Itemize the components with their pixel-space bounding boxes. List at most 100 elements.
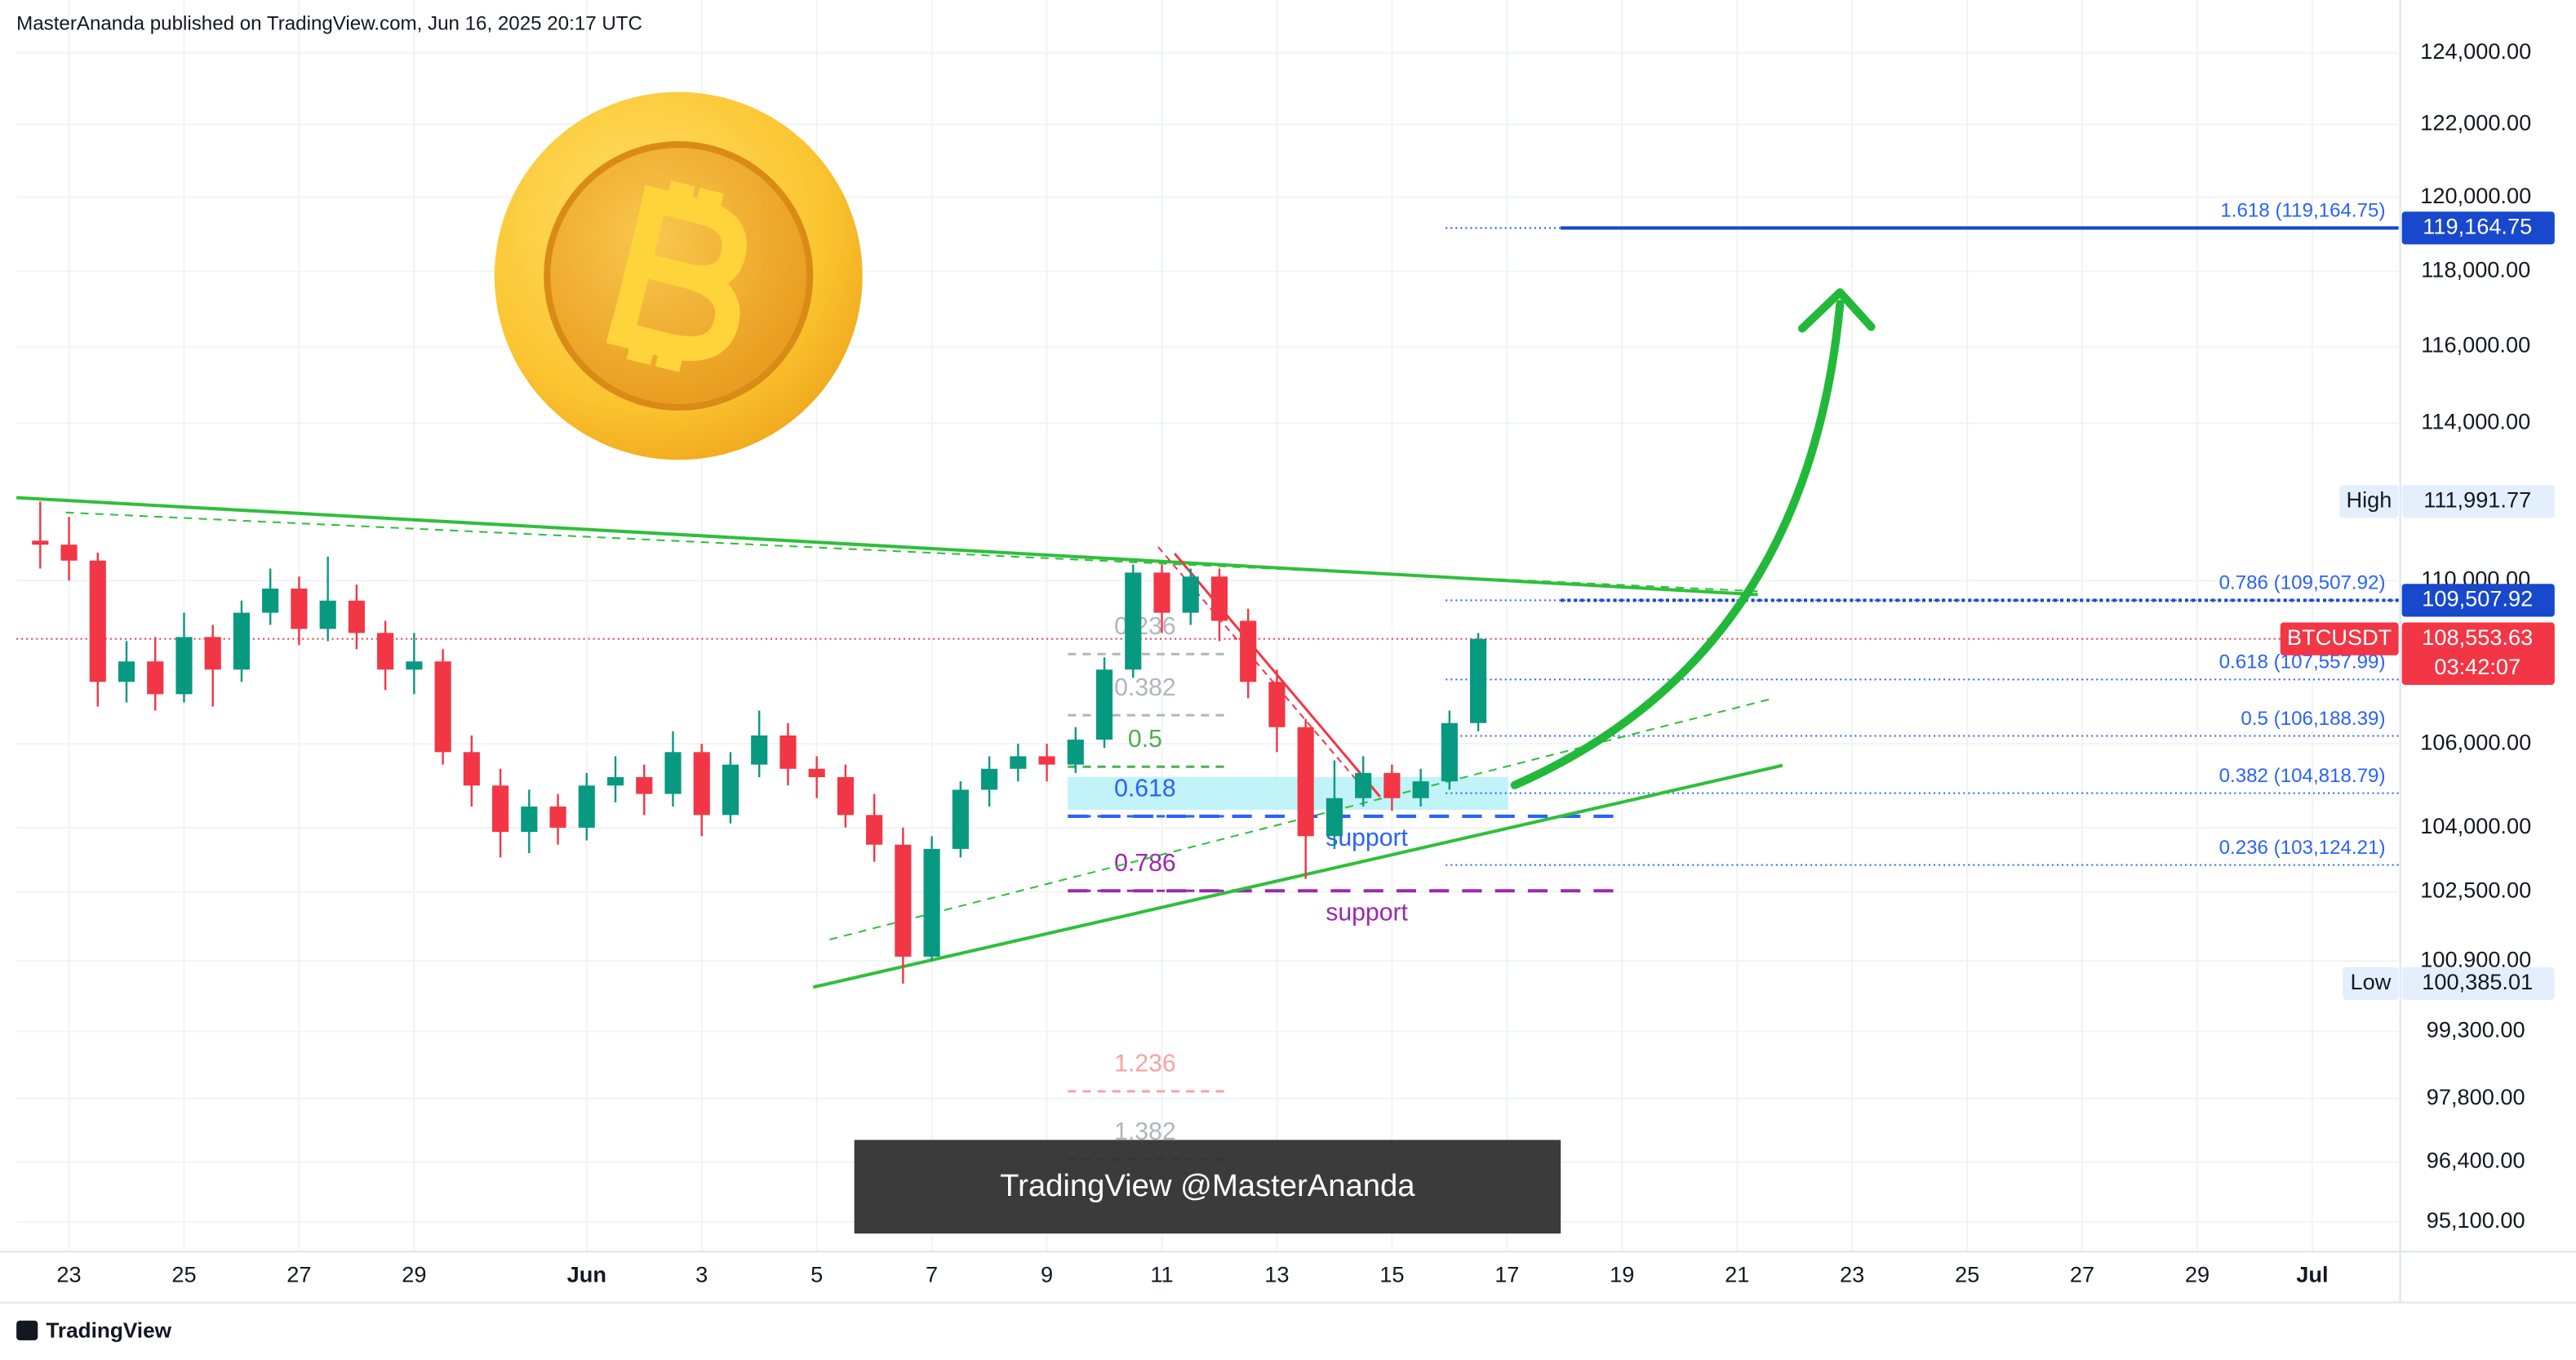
candle-body [664,752,682,794]
x-tick-label: 3 [695,1262,708,1287]
candle-body [952,789,969,849]
candle-body [32,540,49,545]
candle-body [1153,572,1170,613]
y-tick-label: 99,300.00 [2427,1017,2525,1042]
candle-body [1326,798,1343,837]
candle-body [319,600,336,629]
fib-label: 1.236 [1114,1051,1176,1078]
overlay: TradingView @MasterAnanda MasterAnanda p… [16,13,1561,1343]
price-tag-name: High [2346,487,2392,513]
fib-label: 0.382 (104,818.79) [2219,765,2386,787]
y-tick-label: 106,000.00 [2420,729,2531,754]
x-tick-label: 25 [171,1262,196,1287]
fib-label: 0.5 (106,188.39) [2241,708,2385,730]
x-tick-label: 7 [926,1262,938,1287]
y-tick-label: 102,500.00 [2420,878,2531,903]
x-tick-label: 27 [286,1262,311,1287]
price-tag [2401,622,2555,685]
x-tick-label: 13 [1264,1262,1289,1287]
watermark: TradingView @MasterAnanda [1000,1168,1415,1203]
countdown: 03:42:07 [2434,654,2520,679]
footer-brand: TradingView [46,1318,171,1343]
candle-body [1095,669,1113,740]
candle-body [89,560,106,682]
candle-body [377,633,394,670]
fib-label: 0.236 [1114,613,1176,640]
price-tag-name-bg [2280,622,2399,656]
candle-body [1412,781,1429,798]
price-tag-label: 100,385.01 [2422,969,2533,994]
y-tick-label: 104,000.00 [2420,813,2531,838]
fib-label: 0.786 (109,507.92) [2219,572,2386,594]
candle-body [1125,572,1142,670]
x-tick-label: 15 [1379,1262,1404,1287]
fib-levels: 1.618 (119,164.75) 0.786 (109,507.92) 0.61… [1068,200,2399,1161]
price-tag [2401,967,2555,1000]
y-tick-label: 114,000.00 [2421,409,2530,434]
x-tick-label: 19 [1610,1262,1634,1287]
candle-body [291,589,308,629]
price-tag-label: 119,164.75 [2423,213,2532,238]
candle-body [1355,772,1372,798]
candle-body [981,768,998,790]
fib-label: 0.236 (103,124.21) [2219,837,2386,859]
y-tick-label: 122,000.00 [2420,110,2531,136]
y-tick-label: 124,000.00 [2420,38,2531,64]
candle-body [751,735,768,765]
x-tick-label: Jun [567,1262,606,1287]
x-tick-label: 21 [1725,1262,1749,1287]
candle-body [1383,772,1401,798]
trendline [812,763,1783,989]
candle-body [262,589,279,613]
candle-body [233,612,251,670]
candle-body [866,815,883,845]
candle-body [521,807,538,833]
candle-body [1067,740,1084,765]
y-tick-label: 96,400.00 [2427,1148,2525,1173]
candle-body [578,785,595,828]
candle-body [837,777,854,816]
price-tag-label: 108,553.63 [2422,624,2533,650]
candle-body [1182,576,1199,613]
trendline-dashed [65,511,1758,593]
y-tick-label: 120,000.00 [2420,183,2531,208]
candle-body [722,764,739,816]
candle-body [1297,727,1314,837]
fib-label: 0.618 [1114,776,1176,802]
price-tag-label: 111,991.77 [2423,487,2531,513]
price-tag-name: BTCUSDT [2287,624,2392,650]
candle-body [1441,722,1458,782]
candle-body [1210,576,1228,621]
x-tick-label: 25 [1955,1262,1979,1287]
candle-body [204,637,221,670]
candle-body [147,661,164,695]
candle-body [606,777,624,786]
price-tag-name-bg [2339,485,2399,518]
candle-body [406,661,423,670]
trendlines [16,288,1876,989]
bitcoin-logo [494,91,863,460]
watermark-box [854,1140,1561,1234]
x-tick-label: 11 [1150,1262,1173,1287]
candle-body [118,661,135,682]
candle-body [779,735,797,769]
x-tick-label: 27 [2070,1262,2094,1287]
x-tick-label: 17 [1495,1262,1519,1287]
x-tick-label: Jul [2296,1262,2328,1287]
price-tag-name: Low [2350,969,2391,994]
y-tick-label: 118,000.00 [2421,256,2530,282]
price-tag-label: 109,507.92 [2422,586,2533,611]
fib-label: 0.5 [1128,726,1162,753]
trendline [16,496,1758,597]
candle-body [636,777,653,794]
candle-body [348,600,365,633]
candle-body [60,544,78,561]
price-tag [2401,211,2555,245]
x-tick-label: 5 [811,1262,823,1287]
candles [32,501,1487,984]
x-tick-label: 23 [1840,1262,1864,1287]
candle-body [1240,620,1257,682]
y-tick-label: 97,800.00 [2427,1084,2525,1109]
candle-body [895,844,912,957]
